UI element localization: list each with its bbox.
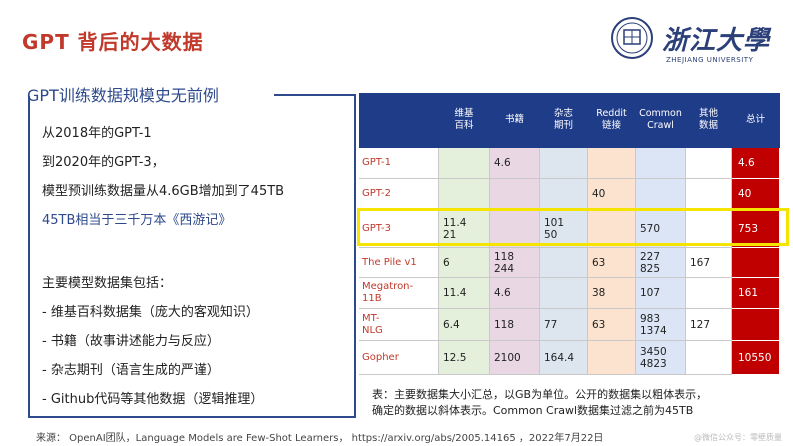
- column-header: 总计: [732, 93, 780, 148]
- data-cell: 6: [439, 248, 490, 278]
- column-header: 维基 百科: [439, 93, 490, 148]
- column-header: Common Crawl: [636, 93, 686, 148]
- section-subtitle: GPT训练数据规模史无前例: [27, 86, 219, 105]
- total-cell: 161: [732, 278, 780, 309]
- row-label: Megatron- 11B: [359, 278, 439, 309]
- data-cell: [636, 179, 686, 210]
- total-cell: 4.6: [732, 148, 780, 179]
- data-cell: 107: [636, 278, 686, 309]
- data-cell: 164.4: [540, 341, 588, 375]
- data-cell: [588, 148, 636, 179]
- total-cell: 40: [732, 179, 780, 210]
- data-cell: [686, 210, 732, 248]
- data-cell: 11.4 21: [439, 210, 490, 248]
- data-cell: [636, 148, 686, 179]
- row-label: GPT-2: [359, 179, 439, 210]
- row-label: MT- NLG: [359, 309, 439, 341]
- data-cell: [490, 210, 540, 248]
- data-cell: [588, 341, 636, 375]
- data-cell: 983 1374: [636, 309, 686, 341]
- row-label: GPT-3: [359, 210, 439, 248]
- column-header: 其他 数据: [686, 93, 732, 148]
- university-seal-icon: [611, 17, 653, 59]
- total-cell: [732, 309, 780, 341]
- text-line: 主要模型数据集包括：: [42, 276, 173, 291]
- data-cell: 118: [490, 309, 540, 341]
- data-cell: 227 825: [636, 248, 686, 278]
- list-item: - 书籍（故事讲述能力与反应）: [42, 334, 220, 349]
- data-cell: 127: [686, 309, 732, 341]
- text-line: 45TB相当于三千万本《西游记》: [42, 213, 232, 228]
- row-label: GPT-1: [359, 148, 439, 179]
- data-cell: 40: [588, 179, 636, 210]
- data-cell: 11.4: [439, 278, 490, 309]
- data-cell: [686, 148, 732, 179]
- data-cell: [540, 278, 588, 309]
- row-label: The Pile v1: [359, 248, 439, 278]
- column-header: [359, 93, 439, 148]
- data-cell: 2100: [490, 341, 540, 375]
- data-cell: [439, 179, 490, 210]
- table-caption: 表：主要数据集大小汇总，以GB为单位。公开的数据集以粗体表示，: [372, 388, 708, 401]
- gpt3-row-highlight: [357, 208, 789, 246]
- column-header: Reddit 链接: [588, 93, 636, 148]
- data-cell: [540, 179, 588, 210]
- logo-text-chinese: 浙江大學: [662, 26, 771, 56]
- total-cell: 753: [732, 210, 780, 248]
- data-cell: 77: [540, 309, 588, 341]
- table-caption: 确定的数据以斜体表示。Common Crawl数据集过滤之前为45TB: [372, 404, 694, 417]
- text-line: 模型预训练数据量从4.6GB增加到了45TB: [42, 184, 285, 199]
- watermark: @微信公众号：零壁质量: [694, 433, 782, 442]
- data-cell: [540, 248, 588, 278]
- data-cell: [439, 148, 490, 179]
- data-cell: 63: [588, 248, 636, 278]
- text-line: 到2020年的GPT-3，: [42, 155, 165, 170]
- university-logo: 浙江大學 ZHEJIANG UNIVERSITY: [610, 14, 785, 70]
- slide-title: GPT 背后的大数据: [22, 30, 204, 54]
- data-cell: 3450 4823: [636, 341, 686, 375]
- text-line: 从2018年的GPT-1: [42, 126, 152, 141]
- data-cell: 167: [686, 248, 732, 278]
- source-citation: 来源： OpenAI团队，Language Models are Few-Sho…: [36, 433, 604, 444]
- data-cell: [686, 179, 732, 210]
- data-cell: 570: [636, 210, 686, 248]
- column-header: 书籍: [490, 93, 540, 148]
- data-cell: 101 50: [540, 210, 588, 248]
- data-cell: 12.5: [439, 341, 490, 375]
- data-cell: 4.6: [490, 148, 540, 179]
- data-cell: 118 244: [490, 248, 540, 278]
- data-cell: 4.6: [490, 278, 540, 309]
- column-header: 杂志 期刊: [540, 93, 588, 148]
- logo-text-english: ZHEJIANG UNIVERSITY: [666, 56, 754, 64]
- data-cell: [540, 148, 588, 179]
- row-label: Gopher: [359, 341, 439, 375]
- total-cell: [732, 248, 780, 278]
- data-cell: [686, 341, 732, 375]
- data-cell: [686, 278, 732, 309]
- total-cell: 10550: [732, 341, 780, 375]
- data-cell: 63: [588, 309, 636, 341]
- data-cell: 38: [588, 278, 636, 309]
- dataset-table: 维基 百科 书籍 杂志 期刊 Reddit 链接 Common Crawl 其他 数据 总计 GPT-1…: [359, 93, 780, 375]
- data-cell: 6.4: [439, 309, 490, 341]
- data-cell: [588, 210, 636, 248]
- list-item: - 杂志期刊（语言生成的严谨）: [42, 363, 220, 378]
- left-text-box: [28, 96, 356, 418]
- list-item: - Github代码等其他数据（逻辑推理）: [42, 392, 264, 407]
- data-cell: [490, 179, 540, 210]
- list-item: - 维基百科数据集（庞大的客观知识）: [42, 305, 259, 320]
- subtitle-divider: [274, 94, 356, 96]
